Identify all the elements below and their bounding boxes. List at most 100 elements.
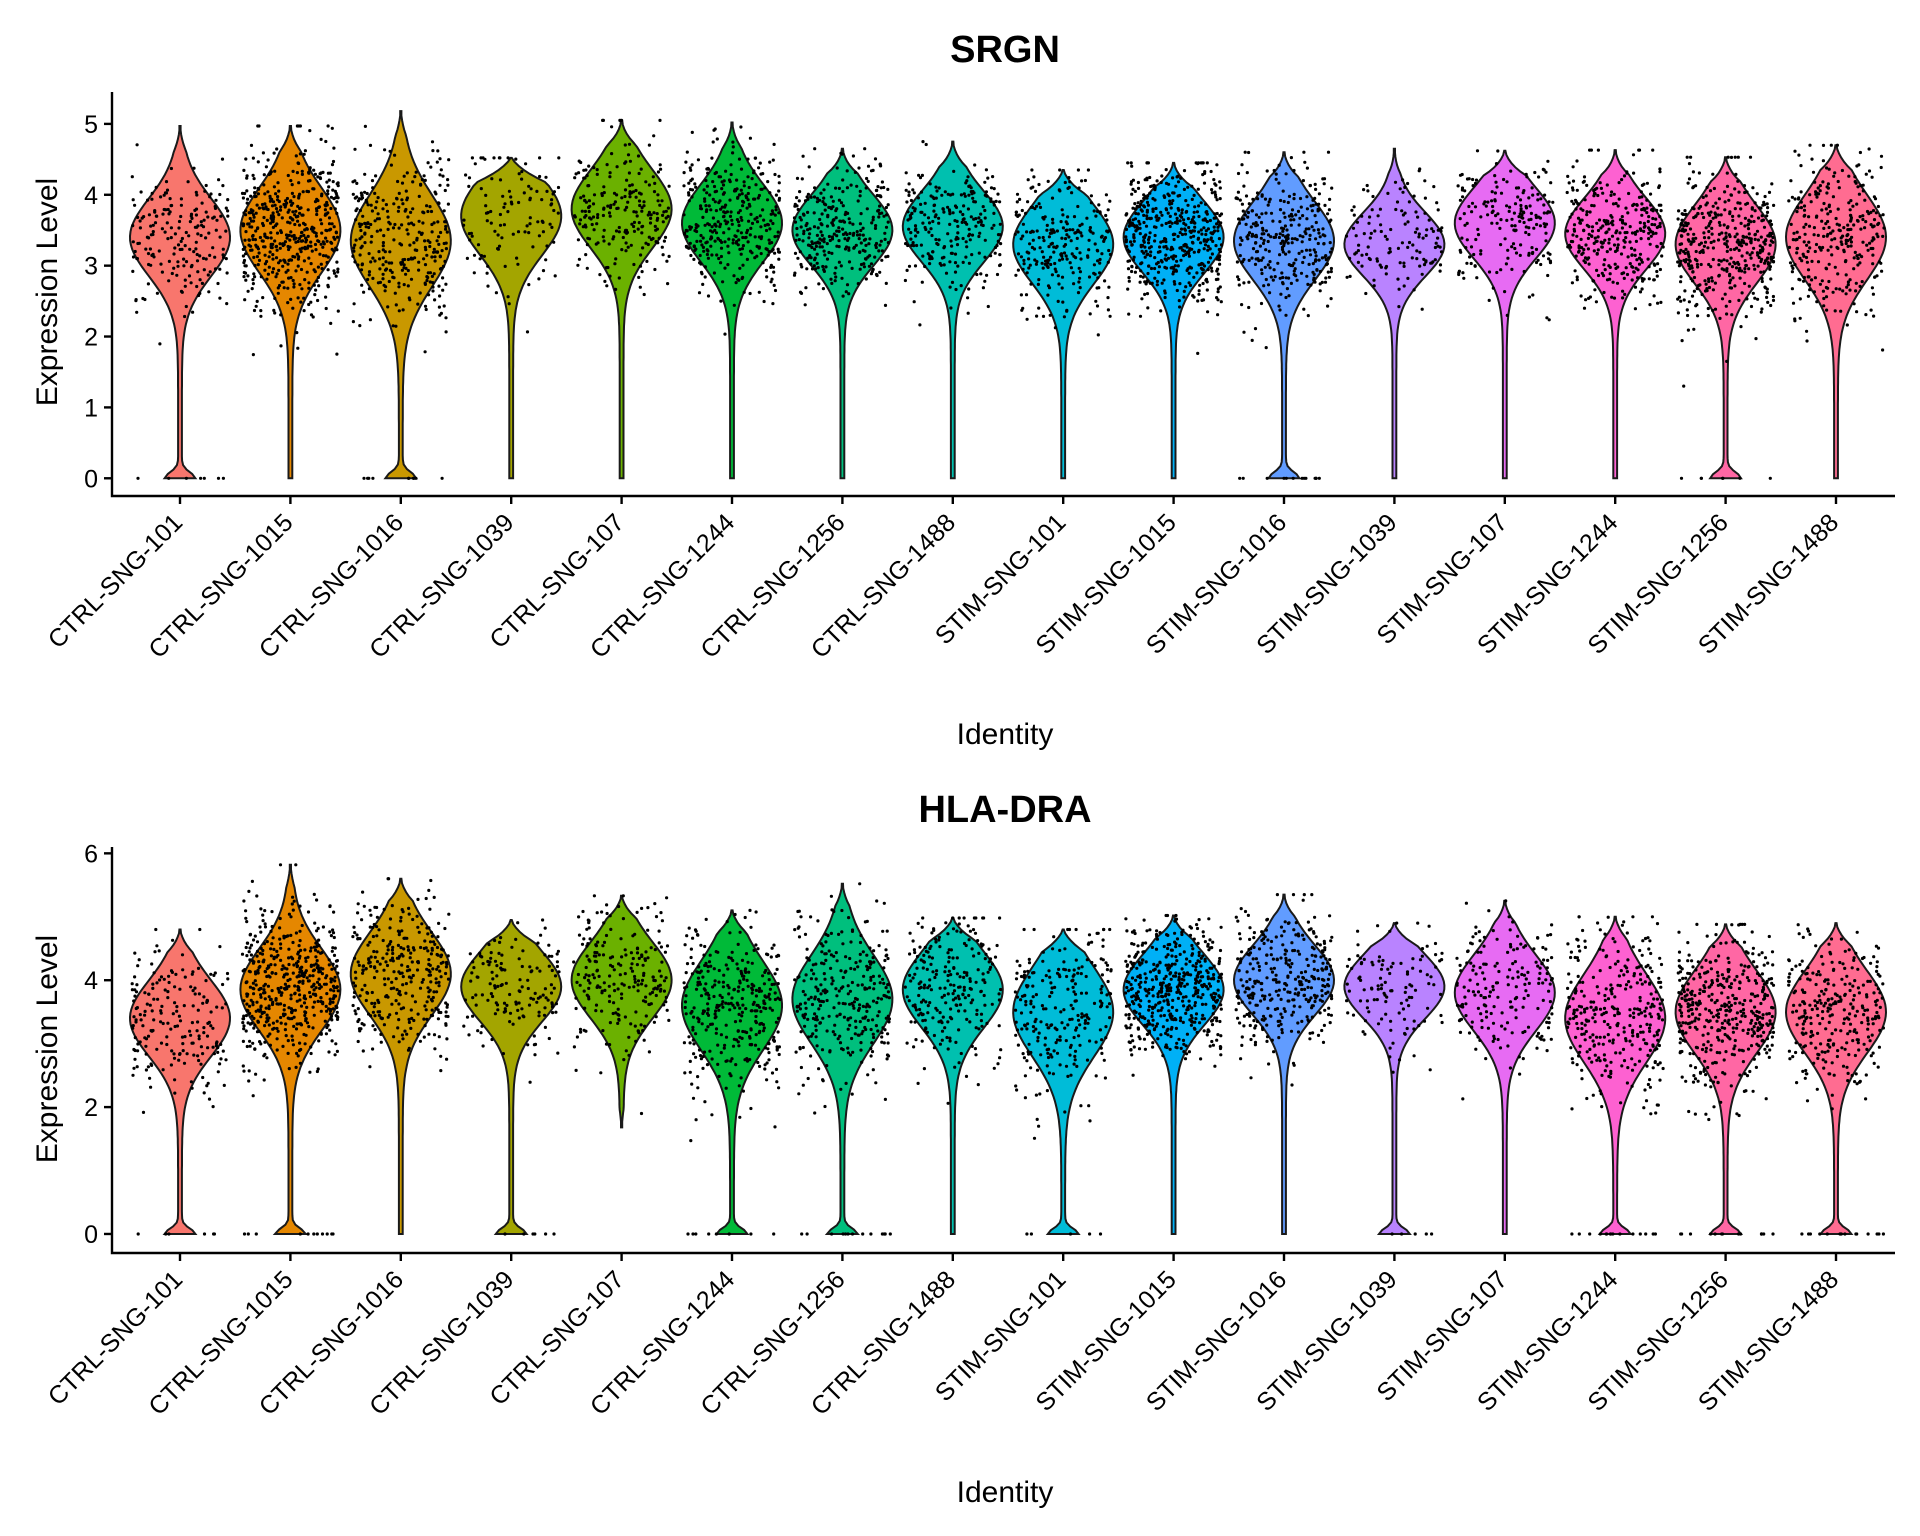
data-point [608, 214, 612, 218]
data-point [1647, 231, 1651, 235]
data-point [253, 186, 257, 190]
data-point [509, 195, 513, 199]
data-point [1216, 277, 1220, 281]
data-point [931, 250, 935, 254]
data-point [292, 285, 296, 289]
data-point [1030, 168, 1034, 172]
data-point [1133, 202, 1137, 206]
data-point [837, 186, 842, 190]
data-point [595, 172, 599, 176]
data-point [1637, 148, 1642, 152]
data-point [878, 243, 882, 247]
data-point [687, 191, 691, 195]
data-point [827, 250, 831, 255]
data-point [1022, 262, 1026, 266]
data-point [252, 1026, 256, 1030]
data-point [1600, 241, 1604, 245]
data-point [1278, 253, 1282, 257]
data-point [859, 212, 863, 216]
data-point [1597, 218, 1602, 222]
data-point [1303, 230, 1307, 234]
data-point [1724, 236, 1728, 240]
data-point [1217, 247, 1221, 252]
data-point [1026, 178, 1030, 182]
data-point [1870, 239, 1874, 243]
data-point [401, 258, 405, 262]
data-point [998, 263, 1002, 268]
data-point [1159, 180, 1163, 185]
data-point [355, 181, 359, 185]
data-point [133, 203, 137, 207]
x-axis-label: Identity [957, 718, 1054, 751]
data-point [1316, 207, 1320, 211]
data-point [384, 203, 388, 207]
data-point [759, 237, 763, 241]
data-point [1407, 200, 1411, 204]
data-point [319, 137, 323, 141]
data-point [139, 190, 143, 194]
data-point [1216, 220, 1221, 224]
data-point [1287, 294, 1291, 298]
data-point [1753, 233, 1757, 237]
data-point [261, 223, 265, 228]
data-point [1106, 308, 1110, 312]
data-point [689, 253, 693, 258]
data-point [1473, 181, 1478, 185]
data-point [428, 280, 432, 284]
data-point [336, 196, 340, 200]
data-point [723, 332, 727, 336]
data-point [1021, 222, 1025, 226]
data-point [1768, 231, 1772, 235]
data-point [967, 287, 971, 291]
data-point [1323, 203, 1327, 207]
data-point [179, 214, 183, 219]
data-point [1139, 203, 1143, 207]
data-point [288, 238, 292, 242]
data-point [769, 219, 773, 223]
data-point [191, 970, 195, 974]
data-point [761, 208, 765, 212]
data-point [637, 171, 641, 176]
data-point [1301, 260, 1305, 265]
data-point [1309, 204, 1313, 208]
data-point [183, 975, 187, 979]
data-point [950, 251, 954, 255]
data-point [823, 253, 827, 257]
data-point [1025, 271, 1029, 275]
data-point [1733, 262, 1737, 266]
data-point [1169, 206, 1173, 210]
data-point [431, 289, 435, 293]
data-point [1725, 359, 1729, 363]
data-point [1153, 276, 1157, 280]
data-point [1767, 190, 1772, 194]
data-point [1728, 286, 1732, 290]
data-point [1866, 248, 1870, 252]
data-point [159, 1009, 163, 1013]
data-point [1187, 249, 1191, 253]
data-point [1472, 252, 1476, 257]
data-point [421, 221, 425, 225]
data-point [199, 220, 203, 224]
data-point [1596, 228, 1601, 233]
data-point [1635, 258, 1639, 262]
data-point [1519, 209, 1523, 213]
violin [1122, 914, 1225, 1235]
data-point [1607, 227, 1611, 231]
data-point [278, 242, 282, 246]
data-point [841, 227, 845, 231]
data-point [844, 231, 848, 235]
data-point [269, 236, 273, 240]
data-point [1282, 199, 1286, 204]
data-point [1079, 231, 1083, 235]
data-point [479, 187, 483, 191]
data-point [1313, 250, 1318, 254]
data-point [1768, 220, 1772, 224]
data-point [874, 241, 879, 246]
data-point [1679, 234, 1683, 238]
data-point [476, 243, 481, 247]
data-point [146, 282, 150, 286]
data-point [1163, 289, 1167, 293]
data-point [764, 247, 768, 251]
data-point [1413, 230, 1418, 234]
data-point [1713, 307, 1718, 311]
